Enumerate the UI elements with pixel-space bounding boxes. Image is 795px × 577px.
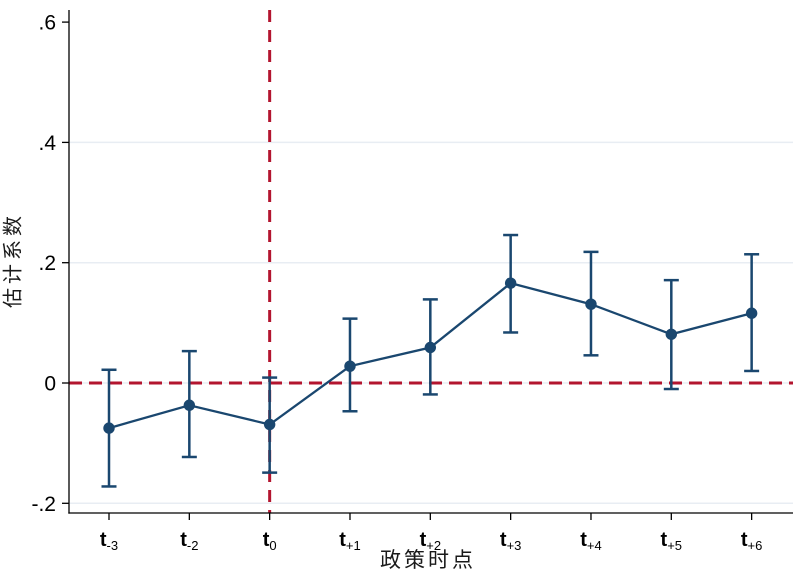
- y-tick-labels: -.2 0 .2 .4 .6: [31, 12, 56, 516]
- data-point: [103, 422, 115, 434]
- x-tick-label: t+2: [420, 529, 442, 553]
- x-tick-label: t+1: [339, 529, 361, 553]
- data-point: [585, 298, 597, 310]
- x-tick-label: t0: [263, 529, 277, 553]
- data-point: [183, 399, 196, 411]
- x-axis-title: 政策时点: [380, 548, 476, 572]
- data-points: [103, 277, 758, 434]
- x-tick-label: t+6: [741, 529, 763, 553]
- axes: [62, 10, 793, 520]
- data-point: [263, 418, 276, 431]
- data-point: [665, 328, 678, 340]
- y-tick-label: .6: [38, 12, 56, 35]
- y-tick-label: 0: [44, 373, 56, 396]
- y-tick-label: .2: [38, 252, 56, 275]
- x-tick-labels: t-3 t-2 t0 t+1 t+2 t+3 t+4 t+5 t+6: [100, 529, 763, 553]
- y-tick-label: .4: [38, 132, 56, 155]
- x-tick-label: t+3: [500, 529, 522, 553]
- data-point: [745, 307, 758, 319]
- y-axis-title: 估计系数: [0, 212, 25, 308]
- y-tick-label: -.2: [31, 493, 56, 516]
- data-point: [424, 341, 437, 354]
- x-tick-label: t-2: [180, 529, 198, 553]
- x-tick-label: t+4: [580, 529, 602, 553]
- x-tick-label: t-3: [100, 529, 118, 553]
- x-tick-label: t+5: [661, 529, 683, 553]
- data-point: [504, 277, 517, 289]
- data-point: [344, 360, 356, 372]
- error-bars: [101, 233, 760, 488]
